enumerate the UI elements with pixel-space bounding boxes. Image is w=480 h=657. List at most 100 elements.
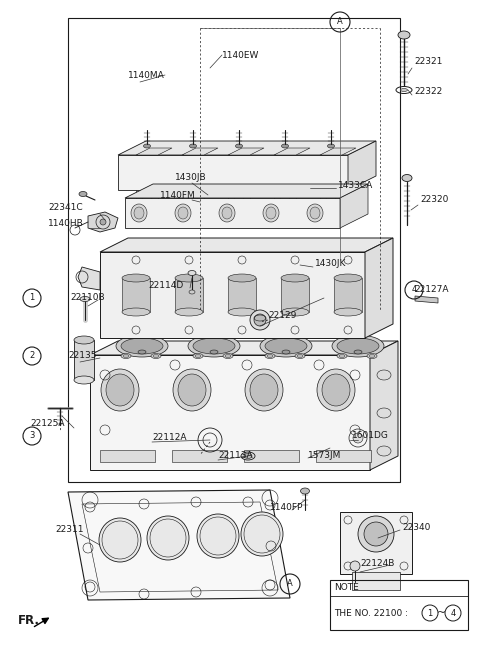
Text: 1140FM: 1140FM — [160, 191, 196, 200]
Polygon shape — [118, 155, 348, 190]
Ellipse shape — [322, 374, 350, 406]
Polygon shape — [415, 296, 438, 303]
Ellipse shape — [317, 369, 355, 411]
Ellipse shape — [134, 207, 144, 219]
Ellipse shape — [369, 355, 375, 357]
Text: 22112A: 22112A — [152, 434, 187, 443]
Ellipse shape — [74, 376, 94, 384]
Ellipse shape — [334, 308, 362, 316]
Bar — [352, 572, 400, 590]
Polygon shape — [125, 198, 340, 228]
Text: 4: 4 — [450, 608, 456, 618]
Ellipse shape — [175, 308, 203, 316]
Polygon shape — [340, 184, 368, 228]
Ellipse shape — [402, 175, 412, 181]
Ellipse shape — [297, 355, 303, 357]
Polygon shape — [118, 141, 376, 155]
Circle shape — [100, 219, 106, 225]
Bar — [334, 278, 362, 312]
Bar — [122, 278, 150, 312]
Ellipse shape — [151, 353, 161, 359]
Text: FR.: FR. — [18, 614, 40, 627]
Ellipse shape — [244, 453, 252, 459]
Ellipse shape — [197, 514, 239, 558]
Text: 1140MA: 1140MA — [128, 70, 165, 79]
Ellipse shape — [310, 207, 320, 219]
Text: 1: 1 — [427, 608, 432, 618]
Ellipse shape — [99, 518, 141, 562]
Text: 22114D: 22114D — [148, 281, 183, 290]
Ellipse shape — [225, 355, 231, 357]
Ellipse shape — [377, 408, 391, 418]
Circle shape — [364, 522, 388, 546]
Ellipse shape — [74, 336, 94, 344]
Bar — [100, 450, 155, 462]
Text: 1140FP: 1140FP — [270, 503, 303, 512]
Text: 22135: 22135 — [68, 351, 96, 361]
Polygon shape — [78, 267, 100, 290]
Ellipse shape — [101, 369, 139, 411]
Ellipse shape — [79, 191, 87, 196]
Ellipse shape — [332, 335, 384, 357]
Text: NOTE: NOTE — [334, 583, 359, 593]
Text: 1573JM: 1573JM — [308, 451, 341, 459]
Text: 1601DG: 1601DG — [352, 432, 389, 440]
Ellipse shape — [122, 274, 150, 282]
Text: ~: ~ — [436, 608, 445, 618]
Polygon shape — [228, 190, 250, 204]
Ellipse shape — [121, 353, 131, 359]
Ellipse shape — [241, 452, 255, 460]
Text: 22311: 22311 — [55, 526, 84, 535]
Polygon shape — [90, 341, 398, 355]
Text: 1: 1 — [29, 294, 35, 302]
Text: 22321: 22321 — [414, 58, 443, 66]
Ellipse shape — [122, 308, 150, 316]
Ellipse shape — [188, 271, 196, 275]
Ellipse shape — [266, 207, 276, 219]
Ellipse shape — [193, 338, 235, 354]
Ellipse shape — [300, 488, 310, 494]
Ellipse shape — [282, 350, 290, 354]
Circle shape — [358, 516, 394, 552]
Ellipse shape — [193, 353, 203, 359]
Bar — [244, 450, 299, 462]
Text: 22341C: 22341C — [48, 204, 83, 212]
Text: 22125A: 22125A — [30, 420, 64, 428]
Ellipse shape — [189, 290, 195, 294]
Ellipse shape — [80, 296, 90, 302]
Polygon shape — [370, 341, 398, 470]
Ellipse shape — [337, 338, 379, 354]
Polygon shape — [182, 148, 218, 155]
Ellipse shape — [339, 355, 345, 357]
Ellipse shape — [138, 350, 146, 354]
Polygon shape — [274, 190, 296, 204]
Text: 2: 2 — [29, 351, 35, 361]
Ellipse shape — [377, 446, 391, 456]
Polygon shape — [228, 148, 264, 155]
Circle shape — [254, 314, 266, 326]
Ellipse shape — [178, 207, 188, 219]
Polygon shape — [320, 148, 356, 155]
Polygon shape — [320, 190, 342, 204]
Ellipse shape — [263, 204, 279, 222]
Ellipse shape — [260, 335, 312, 357]
Bar — [316, 450, 371, 462]
Ellipse shape — [267, 355, 273, 357]
Text: 1430JB: 1430JB — [175, 173, 206, 183]
Ellipse shape — [337, 353, 347, 359]
Ellipse shape — [153, 355, 159, 357]
Polygon shape — [100, 238, 393, 252]
Ellipse shape — [228, 308, 256, 316]
Ellipse shape — [245, 369, 283, 411]
Polygon shape — [125, 184, 368, 198]
Ellipse shape — [175, 274, 203, 282]
Ellipse shape — [367, 353, 377, 359]
Text: 4: 4 — [411, 286, 417, 294]
Ellipse shape — [131, 204, 147, 222]
Ellipse shape — [250, 374, 278, 406]
Text: 22340: 22340 — [402, 522, 431, 532]
Ellipse shape — [400, 89, 408, 91]
Ellipse shape — [241, 512, 283, 556]
Polygon shape — [365, 238, 393, 338]
Ellipse shape — [334, 274, 362, 282]
